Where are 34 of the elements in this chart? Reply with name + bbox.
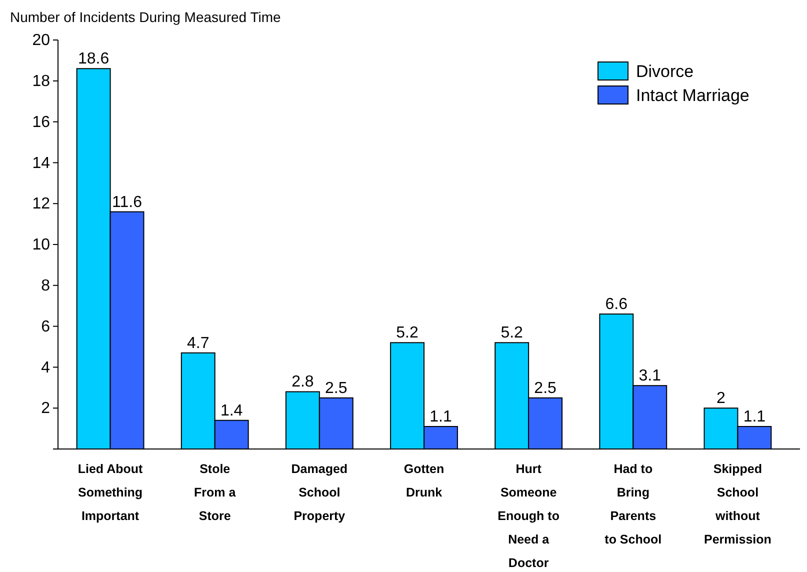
y-tick-label: 18 (32, 73, 50, 90)
legend-label: Divorce (636, 62, 694, 81)
data-label: 18.6 (78, 50, 110, 68)
x-tick-label: Had to Bring Parents to School (604, 462, 662, 546)
data-label: 6.6 (605, 296, 628, 314)
x-tick-label: Gotten Drunk (404, 462, 444, 500)
data-label: 5.2 (396, 324, 418, 342)
x-tick-label: Stole From a Store (194, 462, 237, 523)
y-tick-label: 12 (32, 196, 50, 213)
y-tick-label: 6 (41, 318, 50, 336)
data-label: 1.1 (743, 408, 766, 426)
data-label: 1.4 (220, 402, 243, 420)
y-tick-label: 10 (32, 236, 50, 254)
x-tick-label: Hurt Someone Enough to Need a Doctor (498, 462, 560, 570)
y-tick-label: 2 (41, 400, 50, 418)
y-tick-label: 16 (32, 114, 50, 131)
y-tick-label: 14 (32, 154, 50, 172)
data-label: 11.6 (112, 194, 142, 211)
data-label: 4.7 (187, 334, 210, 352)
data-label: 2.5 (534, 380, 557, 397)
y-tick-label: 8 (41, 278, 50, 295)
data-label: 3.1 (638, 368, 662, 385)
data-label: 2.8 (292, 374, 314, 391)
y-tick-label: 20 (32, 32, 50, 50)
x-tick-label: Lied About Something Important (78, 462, 144, 523)
x-tick-label: Skipped School without Permission (704, 462, 772, 546)
data-label: 2 (716, 390, 726, 408)
legend-label: Intact Marriage (636, 86, 750, 105)
data-label: 1.1 (430, 408, 452, 426)
y-tick-label: 4 (41, 359, 50, 376)
x-tick-label: Damaged School Property (291, 462, 348, 523)
data-label: 2.5 (325, 380, 348, 397)
y-axis-title: Number of Incidents During Measured Time (10, 9, 281, 25)
data-label: 5.2 (500, 324, 524, 342)
